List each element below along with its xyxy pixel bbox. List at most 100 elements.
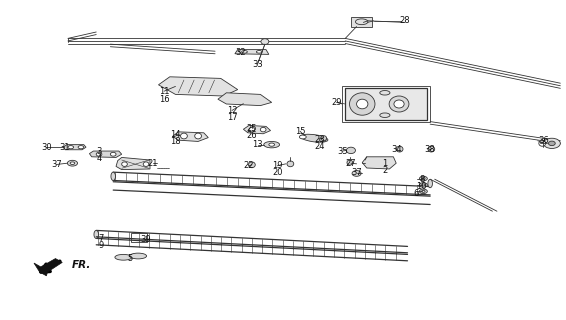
Ellipse shape [195, 133, 201, 139]
Bar [131, 233, 147, 242]
Text: 3: 3 [96, 147, 102, 156]
Ellipse shape [115, 254, 132, 260]
Text: 8: 8 [419, 175, 424, 184]
Text: 6: 6 [413, 189, 419, 198]
Bar [342, 86, 430, 122]
Ellipse shape [94, 230, 98, 238]
Ellipse shape [380, 113, 390, 117]
Text: 17: 17 [227, 113, 237, 122]
Ellipse shape [543, 138, 560, 148]
Ellipse shape [301, 134, 328, 142]
Text: 32: 32 [235, 48, 246, 57]
Ellipse shape [349, 93, 375, 115]
Text: 12: 12 [227, 106, 237, 115]
Ellipse shape [111, 172, 115, 180]
Text: 4: 4 [96, 154, 102, 163]
Ellipse shape [78, 146, 84, 149]
Text: 39: 39 [141, 236, 151, 244]
Text: 37: 37 [52, 160, 62, 169]
Text: 38: 38 [425, 145, 435, 154]
Text: 29: 29 [332, 98, 342, 107]
Ellipse shape [264, 141, 280, 148]
Ellipse shape [68, 146, 74, 149]
Text: 15: 15 [295, 127, 305, 136]
Polygon shape [218, 93, 272, 106]
Ellipse shape [347, 160, 353, 165]
Ellipse shape [419, 176, 427, 181]
Ellipse shape [96, 152, 102, 156]
Polygon shape [173, 132, 208, 141]
Ellipse shape [249, 127, 255, 132]
Text: 28: 28 [400, 16, 410, 25]
Ellipse shape [357, 99, 368, 109]
Text: 25: 25 [247, 124, 257, 132]
Ellipse shape [122, 162, 127, 166]
Ellipse shape [389, 96, 409, 112]
Text: 2: 2 [382, 166, 388, 175]
Ellipse shape [181, 133, 187, 139]
Ellipse shape [248, 162, 255, 168]
Ellipse shape [299, 135, 306, 139]
Ellipse shape [539, 140, 546, 146]
Text: 24: 24 [315, 142, 325, 151]
Polygon shape [158, 77, 238, 96]
Text: FR.: FR. [72, 260, 91, 270]
Ellipse shape [321, 136, 327, 141]
Ellipse shape [260, 127, 266, 132]
Ellipse shape [380, 91, 390, 95]
Ellipse shape [396, 146, 403, 152]
Text: 22: 22 [244, 161, 254, 170]
Polygon shape [362, 157, 396, 169]
Text: 33: 33 [252, 60, 263, 68]
Ellipse shape [269, 143, 275, 146]
Ellipse shape [422, 178, 425, 180]
Text: 37: 37 [351, 168, 362, 177]
Ellipse shape [261, 39, 269, 44]
Ellipse shape [256, 51, 262, 53]
Ellipse shape [428, 146, 435, 152]
Text: 10: 10 [417, 182, 427, 191]
Text: 18: 18 [170, 137, 181, 146]
Text: 1: 1 [382, 159, 388, 168]
Text: 9: 9 [98, 241, 104, 250]
Text: 35: 35 [337, 147, 348, 156]
Text: 7: 7 [98, 234, 104, 243]
Text: 34: 34 [391, 145, 401, 154]
Ellipse shape [319, 138, 326, 141]
Ellipse shape [67, 160, 78, 166]
Ellipse shape [130, 253, 147, 259]
Text: 14: 14 [170, 130, 181, 139]
Ellipse shape [70, 162, 75, 164]
Ellipse shape [394, 100, 404, 108]
Ellipse shape [422, 184, 425, 186]
Ellipse shape [355, 19, 368, 25]
Ellipse shape [428, 179, 432, 188]
Ellipse shape [419, 183, 427, 187]
Polygon shape [235, 50, 269, 54]
Polygon shape [89, 151, 122, 157]
Text: 26: 26 [247, 131, 257, 140]
Text: 27: 27 [346, 159, 356, 168]
Ellipse shape [419, 189, 427, 194]
Ellipse shape [352, 171, 361, 176]
Text: 11: 11 [159, 87, 169, 96]
Ellipse shape [287, 161, 294, 167]
Text: 31: 31 [60, 143, 70, 152]
Text: 5: 5 [127, 254, 133, 263]
Text: 20: 20 [272, 168, 282, 177]
Polygon shape [116, 157, 150, 170]
Ellipse shape [242, 51, 247, 53]
Ellipse shape [143, 162, 149, 166]
Bar [345, 88, 427, 120]
Ellipse shape [346, 147, 355, 154]
Polygon shape [63, 145, 86, 150]
Text: 13: 13 [252, 140, 263, 149]
Ellipse shape [110, 152, 116, 156]
Text: 16: 16 [159, 95, 169, 104]
Text: 36: 36 [538, 136, 548, 145]
Ellipse shape [548, 141, 555, 146]
Text: 23: 23 [315, 135, 325, 144]
Ellipse shape [422, 190, 425, 192]
Polygon shape [34, 259, 62, 276]
Text: 19: 19 [272, 161, 282, 170]
